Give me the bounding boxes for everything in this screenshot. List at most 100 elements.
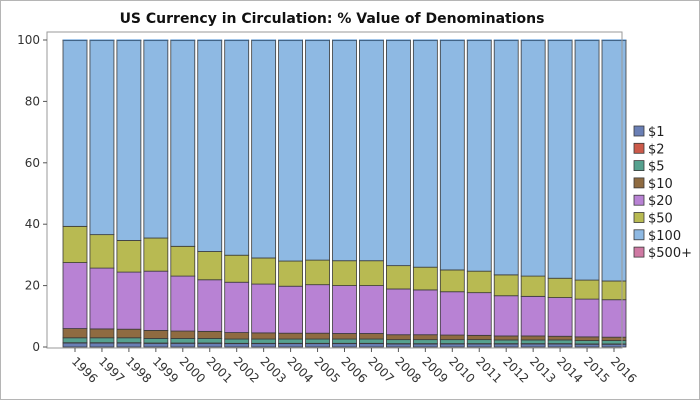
x-tick-label: 2011	[473, 354, 504, 385]
bar-segment	[466, 270, 492, 294]
bar-segment	[439, 291, 465, 336]
y-tick-label: 20	[25, 279, 40, 293]
bar-segment	[574, 40, 600, 281]
bar-segment	[278, 40, 304, 262]
x-tick-label: 2003	[258, 354, 289, 385]
x-tick-label: 2010	[446, 354, 477, 385]
bar-segment	[251, 40, 277, 259]
x-tick-label: 2013	[527, 354, 558, 385]
y-tick-label: 40	[25, 217, 40, 231]
bar-segment	[116, 271, 142, 330]
bar-segment	[332, 260, 357, 287]
bar-segment	[224, 343, 250, 348]
bar-segment	[62, 262, 88, 329]
legend-swatch	[633, 212, 645, 223]
bar-segment	[278, 338, 304, 344]
legend-swatch	[633, 160, 645, 172]
bar-segment	[89, 234, 115, 269]
bar-segment	[359, 333, 384, 340]
bar-segment	[305, 284, 330, 334]
bar-segment	[224, 338, 250, 344]
bar-segment	[143, 337, 169, 344]
bar-segment	[547, 339, 573, 345]
bar-segment	[520, 343, 546, 348]
bar-segment	[466, 334, 492, 341]
bar-segment	[116, 328, 142, 339]
bar-segment	[520, 335, 546, 341]
bar-segment	[439, 334, 465, 341]
bar-segment	[143, 342, 169, 348]
bar-segment	[547, 343, 573, 348]
bar-segment	[439, 343, 465, 348]
bar-segment	[305, 40, 330, 261]
x-tick-label: 2006	[338, 354, 369, 385]
bar-segment	[305, 338, 330, 344]
legend-label: $500+	[648, 246, 692, 261]
bar-segment	[197, 337, 223, 344]
bar-segment	[520, 295, 546, 337]
bar-segment	[251, 283, 277, 334]
x-tick-label: 2004	[284, 354, 315, 385]
bar-segment	[170, 40, 196, 247]
bar-segment	[278, 285, 304, 334]
x-tick-label: 2000	[177, 354, 208, 385]
bar-segment	[493, 343, 519, 348]
bar-segment	[359, 338, 384, 344]
x-tick-label: 2012	[500, 354, 531, 385]
bar-segment	[466, 292, 492, 336]
bar-segment	[143, 270, 169, 331]
x-tick-label: 1997	[96, 354, 127, 385]
bar-segment	[89, 40, 115, 236]
bar-segment	[62, 225, 88, 263]
legend-label: $5	[648, 160, 665, 175]
bar-segment	[493, 335, 519, 341]
bar-segment	[493, 339, 519, 345]
y-tick-label: 80	[25, 94, 40, 108]
bar-segment	[574, 279, 600, 300]
bar-segment	[116, 240, 142, 273]
legend: $1 $2 $5 $10 $20 $50 $100 $500+	[633, 125, 692, 261]
bar-segment	[412, 289, 438, 336]
bar-segment	[143, 330, 169, 339]
plot-area-border	[46, 31, 623, 349]
bar-segment	[412, 40, 438, 268]
bar-segment	[412, 266, 438, 291]
bar-segment	[116, 342, 142, 348]
bar-segment	[385, 288, 411, 336]
bar-segment	[278, 332, 304, 340]
x-tick-label: 2009	[419, 354, 450, 385]
bar-segment	[493, 40, 519, 276]
chart-title: US Currency in Circulation: % Value of D…	[120, 11, 545, 27]
legend-swatch	[633, 125, 645, 137]
bar-segment	[62, 337, 88, 344]
bar-segment	[493, 295, 519, 337]
bar-segment	[547, 335, 573, 341]
bar-segment	[251, 343, 277, 348]
bar-segment	[170, 342, 196, 348]
bar-segment	[197, 330, 223, 339]
bars-layer	[62, 39, 627, 348]
bar-segment	[143, 40, 169, 239]
bar-segment	[197, 251, 223, 281]
bar-segment	[332, 285, 357, 334]
bar-segment	[224, 254, 250, 283]
bar-segment	[385, 265, 411, 290]
legend-swatch	[633, 229, 645, 241]
bar-segment	[89, 337, 115, 344]
bar-segment	[332, 338, 357, 344]
bar-segment	[412, 334, 438, 341]
bar-segment	[547, 277, 573, 298]
x-tick-label: 2005	[311, 354, 342, 385]
bar-segment	[359, 40, 384, 262]
bar-segment	[439, 339, 465, 345]
legend-label: $10	[648, 177, 673, 192]
legend-swatch	[633, 142, 645, 154]
bar-segment	[278, 343, 304, 348]
bar-segment	[547, 40, 573, 279]
bar-segment	[574, 298, 600, 338]
bar-segment	[385, 343, 411, 348]
bar-segment	[466, 343, 492, 348]
bar-segment	[224, 332, 250, 340]
bar-segment	[439, 40, 465, 271]
